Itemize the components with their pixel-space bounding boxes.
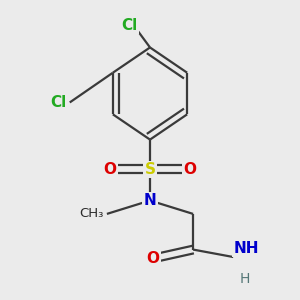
Text: N: N [144,193,156,208]
Text: Cl: Cl [50,95,67,110]
Text: NH: NH [233,241,259,256]
Text: O: O [103,162,116,177]
Text: O: O [184,162,196,177]
Text: O: O [146,251,160,266]
Text: CH₃: CH₃ [80,207,104,220]
Text: S: S [145,162,155,177]
Text: Cl: Cl [121,18,137,33]
Text: H: H [239,272,250,286]
